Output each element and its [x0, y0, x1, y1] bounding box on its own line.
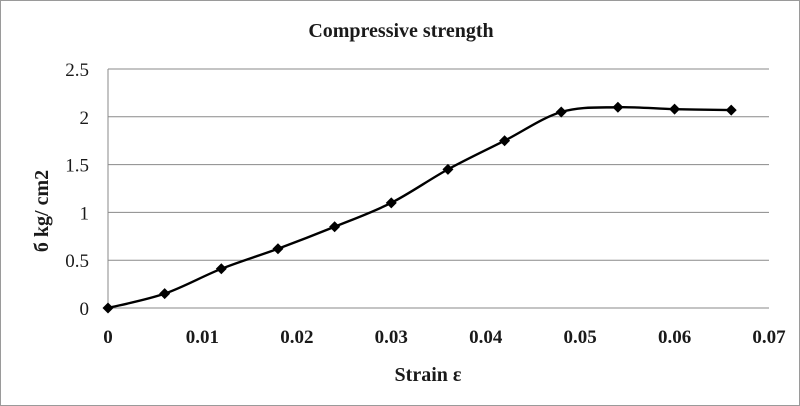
data-point-marker: [669, 103, 681, 115]
x-tick-label: 0.03: [375, 327, 408, 348]
data-point-marker: [159, 288, 171, 300]
data-point-marker: [725, 104, 737, 116]
x-tick-label: 0.02: [280, 327, 313, 348]
series-line: [107, 105, 732, 310]
grid-layer: [108, 68, 769, 261]
x-tick-label: 0.01: [186, 327, 219, 348]
data-point-marker: [215, 263, 227, 275]
series-layer: [107, 105, 732, 310]
data-point-marker: [442, 163, 454, 175]
data-point-marker: [385, 197, 397, 209]
x-axis-title: Strain ε: [395, 364, 462, 386]
x-tick-label: 0.04: [469, 327, 503, 348]
chart-title: Compressive strength: [308, 20, 493, 42]
y-axis-title: б kg/ cm2: [31, 170, 53, 252]
y-tick-label: 2: [80, 108, 90, 129]
y-tick-label: 2.5: [65, 60, 89, 81]
x-tick-label: 0.07: [752, 327, 786, 348]
x-tick-label: 0.06: [658, 327, 691, 348]
x-tick-label: 0: [103, 327, 113, 348]
y-tick-label: 1: [80, 203, 90, 224]
axis-layer: [107, 69, 769, 309]
y-tick-label: 0.5: [65, 251, 89, 272]
data-point-marker: [499, 135, 511, 147]
y-tick-label: 0: [80, 299, 90, 320]
x-tick-label: 0.05: [564, 327, 597, 348]
data-point-marker: [102, 302, 114, 314]
y-tick-label: 1.5: [65, 156, 89, 177]
marker-layer: [102, 101, 737, 314]
ticks-layer: 0 0.5 1 1.5 2 2.5 0 0.01 0.02 0.03 0.04 0.05 0.06 0.0…: [65, 60, 786, 348]
data-point-marker: [612, 101, 624, 113]
data-point-marker: [329, 221, 341, 233]
data-point-marker: [555, 106, 567, 118]
data-point-marker: [272, 243, 284, 255]
